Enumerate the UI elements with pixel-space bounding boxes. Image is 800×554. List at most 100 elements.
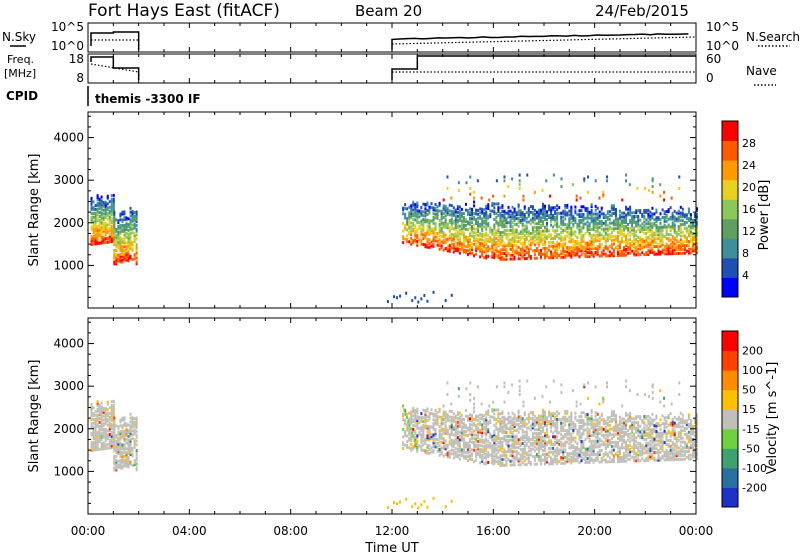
data-cell: [495, 215, 498, 219]
data-cell: [113, 458, 116, 462]
data-cell: [466, 239, 469, 243]
data-cell: [106, 211, 109, 215]
data-cell: [135, 420, 138, 424]
data-cell: [610, 246, 613, 250]
colorbar-tick: 4: [742, 269, 749, 282]
data-cell: [606, 229, 609, 233]
data-cell: [596, 441, 599, 445]
data-cell: [446, 209, 449, 213]
data-cell: [454, 451, 457, 455]
data-cell: [517, 211, 520, 215]
data-cell: [539, 254, 542, 258]
data-cell: [689, 215, 692, 219]
data-cell: [637, 228, 640, 232]
data-cell: [503, 219, 506, 223]
data-cell: [499, 463, 502, 467]
data-cell: [635, 220, 638, 224]
data-cell: [452, 441, 455, 445]
data-cell: [94, 423, 97, 427]
data-cell: [541, 204, 544, 208]
data-cell: [462, 215, 465, 219]
data-cell: [687, 241, 690, 245]
data-cell: [408, 430, 411, 434]
data-cell: [452, 452, 455, 456]
data-cell: [525, 443, 528, 447]
data-cell: [408, 436, 411, 440]
data-cell: [416, 201, 419, 205]
data-cell: [432, 418, 435, 422]
data-cell: [399, 294, 402, 298]
data-cell: [422, 237, 425, 241]
data-cell: [499, 462, 502, 466]
data-cell: [119, 424, 122, 428]
data-cell: [422, 233, 425, 237]
data-cell: [614, 236, 617, 240]
data-cell: [473, 200, 476, 204]
data-cell: [535, 237, 538, 241]
data-cell: [90, 412, 93, 416]
data-cell: [444, 204, 447, 208]
data-cell: [554, 215, 557, 219]
data-cell: [424, 233, 427, 237]
data-cell: [489, 230, 492, 234]
data-cell: [606, 421, 609, 425]
data-cell: [562, 248, 565, 252]
data-cell: [554, 458, 557, 462]
data-cell: [531, 241, 534, 245]
data-cell: [604, 252, 607, 256]
data-cell: [608, 450, 611, 454]
data-cell: [517, 423, 520, 427]
data-cell: [485, 250, 488, 254]
data-cell: [572, 455, 575, 459]
data-cell: [446, 249, 449, 253]
data-cell: [487, 233, 490, 237]
data-cell: [448, 247, 451, 251]
data-cell: [586, 418, 589, 422]
data-cell: [462, 217, 465, 221]
data-cell: [416, 218, 419, 222]
data-cell: [533, 212, 536, 216]
data-cell: [546, 237, 549, 241]
data-cell: [487, 206, 490, 210]
data-cell: [614, 417, 617, 421]
data-cell: [479, 245, 482, 249]
data-cell: [501, 410, 504, 414]
data-cell: [616, 459, 619, 463]
data-cell: [584, 422, 587, 426]
data-cell: [527, 247, 530, 251]
data-cell: [586, 214, 589, 218]
data-cell: [422, 448, 425, 452]
data-cell: [564, 217, 567, 221]
data-cell: [600, 412, 603, 416]
data-cell: [131, 231, 134, 235]
data-cell: [410, 419, 413, 423]
data-cell: [572, 251, 575, 255]
data-cell: [469, 428, 472, 432]
data-cell: [438, 234, 441, 238]
data-cell: [460, 427, 463, 431]
data-cell: [135, 454, 138, 458]
data-cell: [554, 416, 557, 420]
data-cell: [460, 433, 463, 437]
data-cell: [477, 216, 480, 220]
data-cell: [594, 216, 597, 220]
data-cell: [501, 213, 504, 217]
data-cell: [548, 206, 551, 210]
data-cell: [458, 415, 461, 419]
data-cell: [119, 212, 122, 216]
data-cell: [90, 235, 93, 239]
data-cell: [621, 425, 624, 429]
data-cell: [576, 428, 579, 432]
data-cell: [544, 254, 546, 258]
data-cell: [452, 233, 455, 237]
data-cell: [623, 248, 626, 252]
data-cell: [493, 227, 496, 231]
data-cell: [531, 412, 534, 416]
data-cell: [412, 208, 415, 212]
data-cell: [562, 238, 565, 242]
data-cell: [454, 220, 457, 224]
data-cell: [115, 439, 118, 443]
data-cell: [460, 417, 463, 421]
data-cell: [406, 234, 409, 238]
data-cell: [614, 433, 617, 437]
